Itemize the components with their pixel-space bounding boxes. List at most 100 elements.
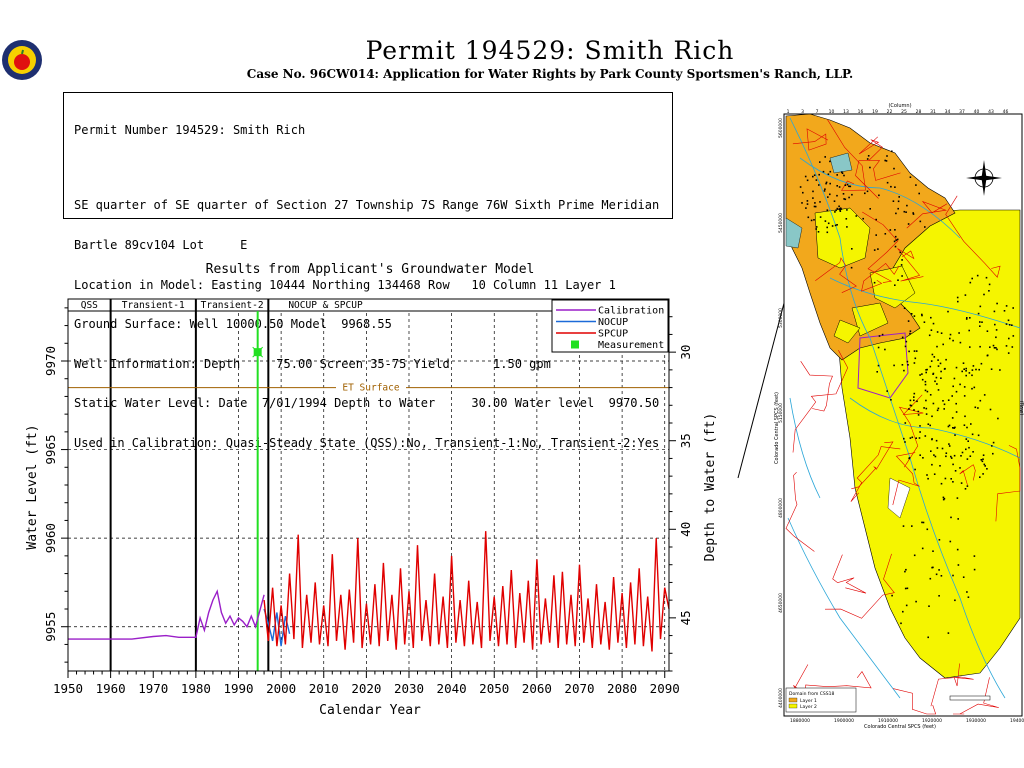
map-well-marker: [969, 281, 972, 284]
period-label: Transient-2: [201, 300, 264, 311]
map-well-marker: [831, 225, 834, 227]
map-well-marker: [1005, 305, 1008, 307]
map-well-marker: [956, 296, 959, 299]
map-well-marker: [979, 476, 981, 478]
map-bottom-tick-label: 1910000: [878, 718, 898, 724]
period-label: Transient-1: [122, 300, 185, 311]
map-well-marker: [989, 346, 991, 348]
plot-frame: [67, 298, 670, 672]
map-well-marker: [891, 150, 893, 153]
map-well-marker: [895, 239, 897, 241]
map-well-marker: [951, 417, 954, 419]
map-well-marker: [913, 409, 915, 411]
map-well-marker: [937, 407, 940, 410]
map-well-marker: [894, 229, 896, 231]
map-well-marker: [818, 173, 820, 176]
page-subtitle: Case No. 96CW014: Application for Water …: [246, 67, 854, 81]
map-well-marker: [947, 425, 950, 428]
map-well-marker: [885, 160, 888, 162]
map-well-marker: [940, 575, 943, 577]
map-well-marker: [952, 463, 954, 466]
map-well-marker: [1005, 345, 1008, 347]
map-well-marker: [805, 207, 807, 209]
map-well-marker: [862, 217, 864, 220]
map-well-marker: [904, 422, 907, 424]
map-well-marker: [928, 334, 931, 337]
map-well-marker: [802, 191, 804, 194]
map-bottom-tick-label: 1880000: [790, 718, 810, 724]
map-road: [785, 471, 815, 552]
map-well-marker: [923, 321, 926, 323]
map-well-marker: [836, 194, 838, 197]
map-well-marker: [954, 434, 956, 436]
map-road: [824, 553, 895, 619]
map-well-marker: [979, 325, 981, 327]
map-well-marker: [949, 540, 952, 543]
map-well-marker: [971, 387, 973, 390]
map-well-marker: [906, 360, 909, 363]
map-left-tick-label: 5150000: [778, 403, 784, 423]
map-well-marker: [804, 175, 807, 178]
map-top-tick-label: 31: [930, 109, 936, 115]
map-well-marker: [962, 576, 965, 578]
map-well-marker: [839, 207, 842, 209]
logo: [2, 40, 42, 80]
info-line-permit: Permit Number 194529: Smith Rich: [74, 123, 306, 138]
map-well-marker: [875, 234, 877, 236]
y-tick-label: 9965: [43, 435, 58, 465]
map-well-marker: [937, 389, 940, 391]
map-well-marker: [966, 317, 968, 319]
map-well-marker: [893, 240, 896, 243]
map-top-tick-label: 10: [829, 109, 835, 115]
map-well-marker: [886, 390, 888, 392]
chart-title: Results from Applicant's Groundwater Mod…: [206, 262, 535, 277]
map-well-marker: [822, 170, 825, 173]
map-well-marker: [900, 622, 902, 625]
map-well-marker: [893, 364, 895, 367]
map-well-marker: [979, 321, 981, 323]
map-well-marker: [846, 209, 848, 211]
map-well-marker: [807, 216, 810, 219]
map-legend: Domain from CSS18 Layer 1 Layer 2: [785, 687, 857, 713]
map-well-marker: [826, 209, 829, 211]
map-well-marker: [906, 587, 909, 590]
map-bottom-tick-label: 1920000: [922, 718, 942, 724]
map-well-marker: [971, 277, 973, 280]
map-well-marker: [835, 209, 837, 212]
permit-info-box: Permit Number 194529: Smith Rich SE quar…: [63, 92, 673, 450]
map-well-marker: [921, 373, 923, 375]
map-left-tick-label: 5600000: [778, 118, 784, 138]
map-well-marker: [979, 399, 982, 402]
map-well-marker: [823, 190, 826, 192]
x-tick-label: 2020: [351, 681, 381, 696]
map-well-marker: [824, 220, 827, 222]
y2-axis-label: Depth to Water (ft): [703, 413, 718, 562]
map-well-marker: [952, 427, 954, 429]
map-well-marker: [903, 307, 906, 309]
map-well-marker: [986, 330, 989, 332]
map-top-tick-label: 13: [843, 109, 849, 115]
map-well-marker: [924, 226, 926, 228]
map-well-marker: [907, 364, 909, 366]
model-domain-map: (Column) (Row) Colorado Central SPCS (fe…: [737, 103, 1024, 730]
map-well-marker: [843, 198, 845, 200]
map-well-marker: [958, 332, 960, 334]
map-well-marker: [988, 283, 991, 286]
map-top-tick-label: 7: [816, 109, 819, 115]
map-well-marker: [855, 215, 858, 217]
map-well-marker: [813, 174, 816, 176]
y-tick-label: 9960: [43, 523, 58, 553]
legend-swatch: [571, 340, 579, 349]
map-well-marker: [940, 370, 942, 373]
map-well-marker: [952, 385, 954, 388]
map-well-marker: [992, 452, 994, 455]
map-well-marker: [928, 605, 930, 607]
map-well-marker: [934, 380, 936, 383]
map-well-marker: [954, 426, 956, 429]
map-well-marker: [923, 407, 925, 409]
map-well-marker: [806, 203, 809, 205]
map-well-marker: [815, 228, 817, 230]
map-well-marker: [824, 156, 826, 158]
info-line-well: Well Information: Depth 75.00 Screen 35-…: [74, 356, 551, 371]
map-top-tick-label: 19: [872, 109, 878, 115]
